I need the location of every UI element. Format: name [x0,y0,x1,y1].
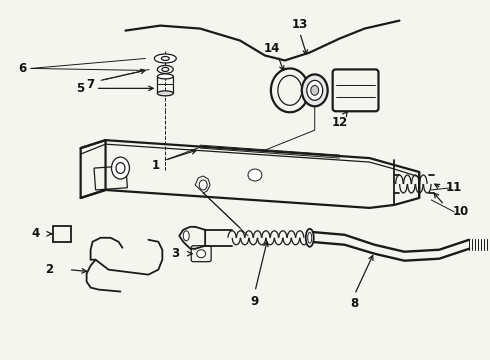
Ellipse shape [307,80,323,100]
Ellipse shape [157,91,173,96]
Text: 12: 12 [332,116,348,129]
Ellipse shape [154,54,176,63]
Ellipse shape [161,57,169,60]
Ellipse shape [157,66,173,73]
Text: 10: 10 [453,205,469,219]
Ellipse shape [112,157,129,179]
Ellipse shape [116,163,125,174]
Ellipse shape [183,231,189,241]
Ellipse shape [248,169,262,181]
Text: 14: 14 [264,42,280,55]
Ellipse shape [302,75,328,106]
Text: 9: 9 [251,295,259,308]
Ellipse shape [157,74,173,79]
Ellipse shape [308,232,312,243]
Text: 2: 2 [45,263,53,276]
Text: 3: 3 [171,247,179,260]
Text: 13: 13 [292,18,308,31]
Bar [94,166,127,190]
Text: 4: 4 [32,227,40,240]
Ellipse shape [162,67,169,71]
Bar [53,226,71,242]
Text: 11: 11 [446,181,462,194]
Ellipse shape [196,250,206,258]
Ellipse shape [306,229,314,247]
Text: 5: 5 [76,82,85,95]
Text: 1: 1 [151,158,159,172]
Text: 8: 8 [350,297,359,310]
Ellipse shape [199,180,207,190]
Text: 6: 6 [19,62,27,75]
Text: 7: 7 [87,78,95,91]
Ellipse shape [311,85,319,95]
